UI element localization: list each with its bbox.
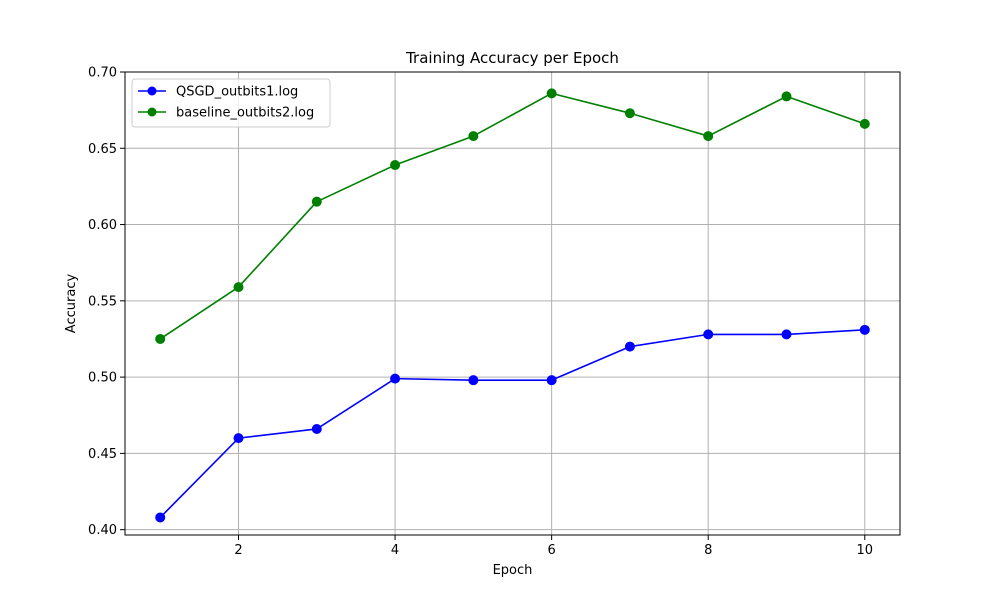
series-baseline-outbits2-log (155, 88, 870, 344)
x-tick-label: 4 (391, 543, 399, 558)
data-point (468, 131, 479, 142)
legend-label: baseline_outbits2.log (176, 106, 314, 121)
series-qsgd-outbits1-log (155, 324, 870, 523)
data-point (624, 341, 635, 352)
data-point (703, 329, 714, 340)
y-tick-label: 0.50 (88, 371, 117, 386)
data-point (311, 423, 322, 434)
data-point (233, 282, 244, 293)
legend-marker (147, 107, 157, 117)
y-tick-label: 0.65 (88, 142, 117, 157)
chart-title: Training Accuracy per Epoch (405, 49, 619, 67)
data-point (859, 324, 870, 335)
plot-frame (124, 71, 901, 536)
data-point (390, 373, 401, 384)
data-point (155, 512, 166, 523)
data-point (546, 88, 557, 99)
legend-label: QSGD_outbits1.log (176, 85, 298, 100)
data-point (390, 160, 401, 171)
x-axis-label: Epoch (493, 563, 533, 578)
data-point (155, 333, 166, 344)
y-tick-label: 0.55 (88, 294, 117, 309)
y-axis-label: Accuracy (64, 274, 79, 334)
y-tick-label: 0.70 (88, 66, 117, 81)
data-point (311, 196, 322, 207)
series-layer (155, 88, 870, 523)
y-tick-label: 0.60 (88, 218, 117, 233)
legend: QSGD_outbits1.log baseline_outbits2.log (131, 78, 331, 128)
data-point (703, 131, 714, 142)
data-point (859, 118, 870, 129)
series-line (159, 329, 865, 519)
x-tick-label: 6 (548, 543, 556, 558)
data-point (233, 433, 244, 444)
legend-marker (147, 86, 157, 96)
legend-box (131, 78, 331, 128)
grid (125, 71, 900, 535)
data-point (468, 375, 479, 386)
x-tick-label: 8 (704, 543, 712, 558)
x-tick-label: 2 (234, 543, 242, 558)
series-line (159, 92, 866, 340)
data-point (546, 375, 557, 386)
data-point (781, 91, 792, 102)
legend-item: baseline_outbits2.log (138, 106, 314, 121)
y-tick-label: 0.45 (88, 447, 117, 462)
axis-ticks: 2 4 6 8 10 0.40 0.45 0.50 0.55 0.60 0.65 0.70 (88, 66, 873, 559)
data-point (624, 108, 635, 119)
x-tick-label: 10 (856, 543, 873, 558)
y-tick-label: 0.40 (88, 523, 117, 538)
data-point (781, 329, 792, 340)
legend-item: QSGD_outbits1.log (138, 85, 298, 100)
